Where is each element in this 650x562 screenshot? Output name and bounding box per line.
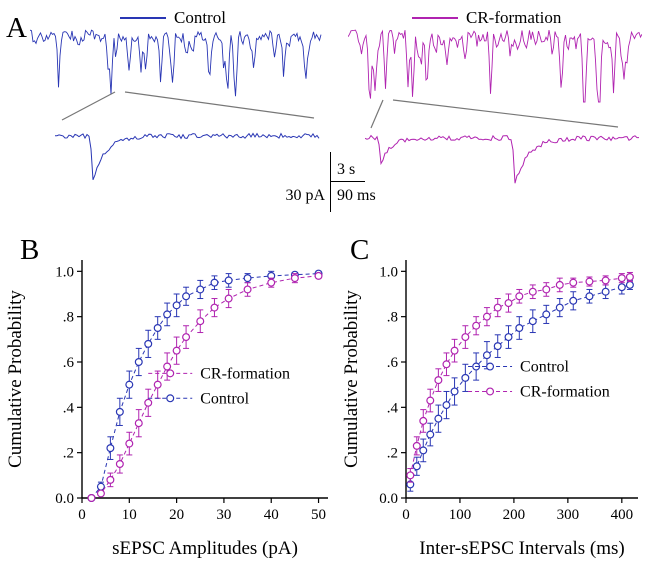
svg-text:Control: Control: [520, 359, 569, 376]
svg-text:Control: Control: [200, 390, 249, 407]
svg-text:400: 400: [611, 507, 634, 523]
svg-text:0: 0: [402, 507, 410, 523]
svg-text:CR-formation: CR-formation: [520, 383, 610, 400]
svg-text:Cumulative Probability: Cumulative Probability: [6, 290, 26, 468]
svg-text:.2: .2: [387, 446, 398, 462]
time-scale-label: 3 s: [337, 161, 356, 178]
svg-text:0: 0: [78, 507, 86, 523]
svg-text:40: 40: [264, 507, 279, 523]
svg-text:200: 200: [503, 507, 526, 523]
svg-text:.2: .2: [63, 446, 74, 462]
svg-text:1.0: 1.0: [379, 264, 398, 280]
svg-text:50: 50: [311, 507, 326, 523]
svg-text:300: 300: [557, 507, 580, 523]
svg-text:.4: .4: [387, 400, 399, 416]
svg-text:0.0: 0.0: [379, 491, 398, 507]
svg-text:1.0: 1.0: [55, 264, 74, 280]
control-legend-line-icon: [120, 17, 166, 19]
svg-text:100: 100: [449, 507, 472, 523]
zoom-connector-lines: [61, 91, 619, 129]
svg-text:.6: .6: [63, 355, 75, 371]
svg-text:sEPSC Amplitudes (pA): sEPSC Amplitudes (pA): [112, 538, 298, 559]
control-zoom-trace: [55, 132, 320, 180]
svg-text:.8: .8: [387, 310, 398, 326]
svg-text:30: 30: [216, 507, 231, 523]
panel-c-chart: 0 100 200 300 400 0.0 .2 .4 .6 .8 1.0 Inter-sEPSC I…: [342, 260, 638, 559]
amplitude-scalebar: [330, 152, 331, 212]
amplitude-scale-label: 30 pA: [285, 187, 325, 204]
control-trace: [30, 29, 322, 97]
svg-text:.8: .8: [63, 310, 74, 326]
svg-text:20: 20: [169, 507, 184, 523]
cr-formation-zoom-trace: [365, 134, 639, 184]
panel-b-label: B: [20, 234, 40, 266]
cr-formation-legend-line-icon: [412, 17, 458, 19]
svg-text:Inter-sEPSC Intervals (ms): Inter-sEPSC Intervals (ms): [419, 538, 624, 559]
svg-text:CR-formation: CR-formation: [200, 365, 290, 382]
svg-text:.6: .6: [387, 355, 399, 371]
cr-formation-legend-label: CR-formation: [466, 8, 562, 27]
panel-a-label: A: [6, 12, 27, 44]
svg-text:Cumulative Probability: Cumulative Probability: [342, 290, 362, 468]
svg-text:0.0: 0.0: [55, 491, 74, 507]
cr-formation-trace: [348, 29, 642, 103]
panel-a-legend-control: Control: [120, 8, 226, 28]
svg-text:.4: .4: [63, 400, 75, 416]
panel-b-chart: 0 10 20 30 40 50 0.0 .2 .4 .6 .8 1.0 sEPSC Amplitude…: [6, 260, 328, 559]
time-scalebar: [330, 181, 365, 182]
control-legend-label: Control: [174, 8, 226, 27]
panel-c-label: C: [350, 234, 370, 266]
svg-text:10: 10: [122, 507, 137, 523]
panel-a-legend-cr: CR-formation: [412, 8, 561, 28]
zoom-time-scale-label: 90 ms: [337, 187, 376, 204]
